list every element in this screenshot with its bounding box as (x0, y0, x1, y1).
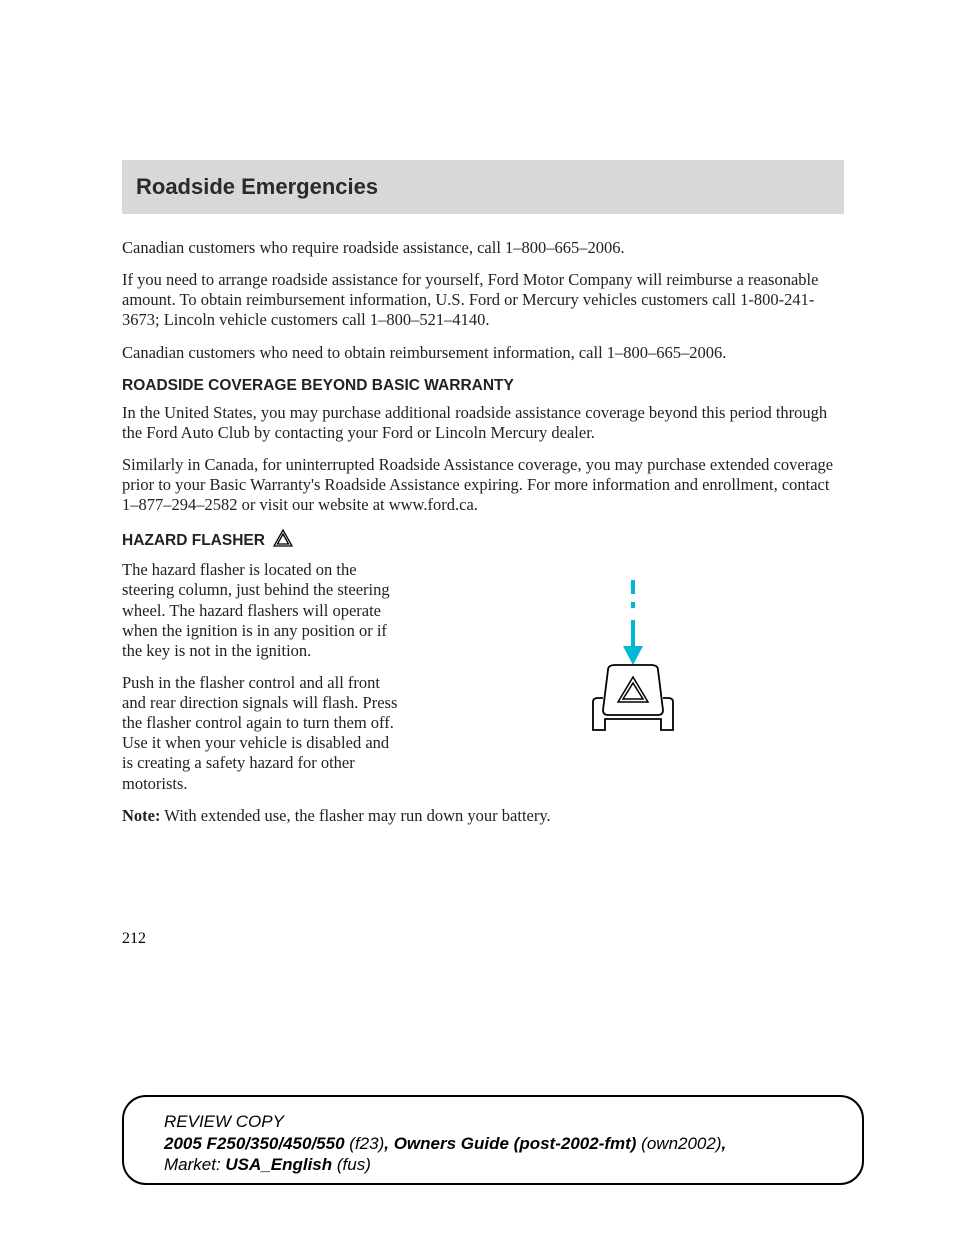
hazard-text-column: The hazard flasher is located on the ste… (122, 560, 402, 805)
note-paragraph: Note: With extended use, the flasher may… (122, 806, 844, 826)
footer-comma: , (722, 1134, 727, 1153)
footer-box: REVIEW COPY 2005 F250/350/450/550 (f23),… (122, 1095, 864, 1185)
body-paragraph: Push in the flasher control and all fron… (122, 673, 402, 794)
section-header: Roadside Emergencies (122, 160, 844, 214)
body-paragraph: Canadian customers who require roadside … (122, 238, 844, 258)
body-paragraph: Canadian customers who need to obtain re… (122, 343, 844, 363)
footer-code2: (own2002) (636, 1134, 721, 1153)
page-title: Roadside Emergencies (136, 174, 830, 200)
document-page: Roadside Emergencies Canadian customers … (0, 0, 954, 826)
footer-market-label: Market: (164, 1155, 225, 1174)
footer-line-2: 2005 F250/350/450/550 (f23), Owners Guid… (164, 1133, 838, 1154)
subheading-coverage: ROADSIDE COVERAGE BEYOND BASIC WARRANTY (122, 377, 844, 395)
footer-line-3: Market: USA_English (fus) (164, 1154, 838, 1175)
body-paragraph: In the United States, you may purchase a… (122, 403, 844, 443)
note-text: With extended use, the flasher may run d… (160, 806, 550, 825)
footer-model: 2005 F250/350/450/550 (164, 1134, 345, 1153)
body-paragraph: If you need to arrange roadside assistan… (122, 270, 844, 330)
page-number: 212 (122, 930, 146, 948)
hazard-section: The hazard flasher is located on the ste… (122, 560, 844, 805)
footer-line-1: REVIEW COPY (164, 1111, 838, 1132)
footer-market: USA_English (225, 1155, 332, 1174)
hazard-diagram (422, 560, 844, 805)
note-label: Note: (122, 806, 160, 825)
footer-code: (f23) (345, 1134, 385, 1153)
body-paragraph: Similarly in Canada, for uninterrupted R… (122, 455, 844, 515)
footer-guide: , Owners Guide (post-2002-fmt) (384, 1134, 636, 1153)
body-paragraph: The hazard flasher is located on the ste… (122, 560, 402, 661)
subheading-hazard-text: HAZARD FLASHER (122, 532, 265, 550)
footer-market-code: (fus) (332, 1155, 371, 1174)
hazard-triangle-icon (273, 529, 293, 552)
hazard-flasher-illustration (533, 570, 733, 770)
subheading-hazard: HAZARD FLASHER (122, 529, 844, 552)
